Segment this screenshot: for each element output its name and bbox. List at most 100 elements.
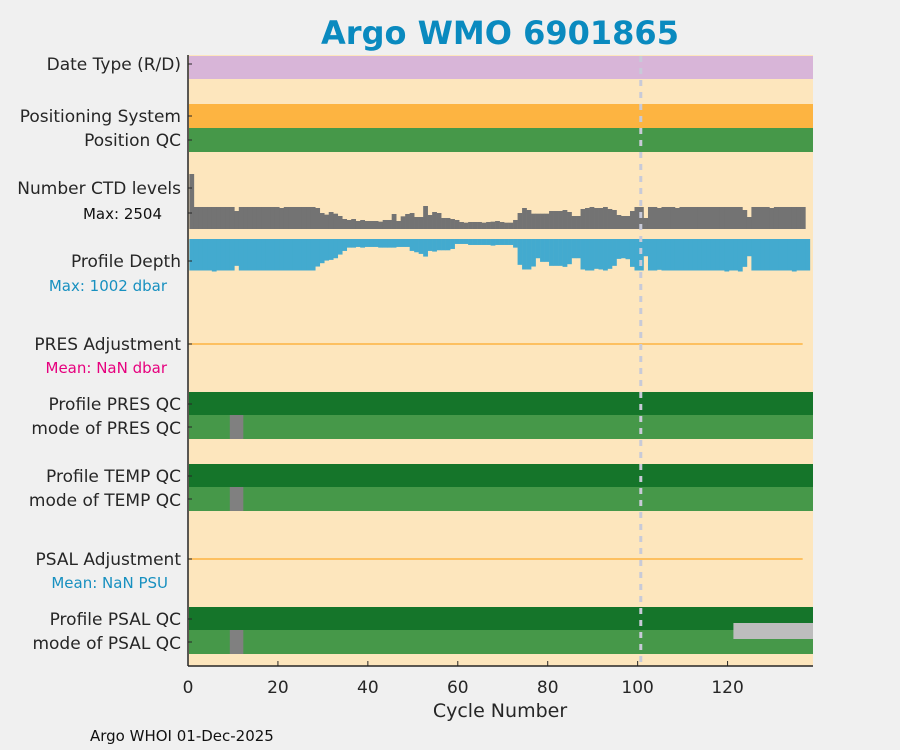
ctd-levels-bar <box>427 215 433 229</box>
x-tick-label: 60 <box>447 678 469 698</box>
profile-depth-bar <box>216 239 222 271</box>
ctd-levels-bar <box>445 217 451 229</box>
profile-depth-bar <box>629 239 635 267</box>
ctd-levels-bar <box>710 206 716 229</box>
label-psal-mean: Mean: NaN PSU <box>51 574 168 592</box>
label-ctd-levels: Number CTD levels <box>17 179 181 199</box>
ctd-levels-bar <box>468 221 473 229</box>
profile-depth-bar <box>265 239 271 271</box>
profile-depth-bar <box>755 239 761 271</box>
ctd-levels-bar <box>270 206 276 229</box>
profile-depth-bar <box>337 239 343 255</box>
profile-depth-bar <box>414 239 419 253</box>
profile-depth-bar <box>472 239 478 245</box>
ctd-levels-bar <box>360 219 366 229</box>
profile-depth-bar <box>638 239 644 271</box>
profile-depth-bar <box>382 239 388 248</box>
profile-depth-bar <box>800 239 806 271</box>
ctd-levels-bar <box>517 213 523 229</box>
ctd-levels-bar <box>310 206 316 229</box>
profile-depth-bar <box>522 239 527 270</box>
ctd-levels-bar <box>252 206 258 229</box>
ctd-levels-bar <box>621 215 626 229</box>
ctd-levels-bar <box>238 206 244 229</box>
ctd-levels-bar <box>764 206 770 229</box>
profile-depth-bar <box>724 239 730 272</box>
profile-depth-bar <box>571 239 577 259</box>
profile-depth-bar <box>715 239 721 271</box>
profile-depth-bar <box>288 239 294 271</box>
profile-depth-bar <box>220 239 226 271</box>
ctd-levels-bar <box>549 211 554 229</box>
ctd-levels-bar <box>373 221 379 229</box>
ctd-levels-bar <box>391 213 397 229</box>
ctd-levels-bar <box>679 206 685 229</box>
profile-depth-bar <box>531 239 536 267</box>
ctd-levels-bar <box>405 213 410 229</box>
profile-depth-bar <box>261 239 267 271</box>
ctd-levels-bar <box>760 206 766 229</box>
x-tick-label: 100 <box>621 678 653 698</box>
ctd-levels-bar <box>499 221 505 229</box>
profile-depth-bar <box>567 239 572 265</box>
ctd-levels-bar <box>207 206 213 229</box>
mode-pres-qc-bar <box>189 415 813 439</box>
ctd-levels-bar <box>769 208 775 229</box>
profile-depth-bar <box>688 239 694 271</box>
profile-depth-bar <box>396 239 401 247</box>
profile-depth-bar <box>710 239 716 271</box>
ctd-levels-bar <box>625 215 631 229</box>
profile-depth-bar <box>346 239 352 248</box>
mode-pres-qc-gray-segment <box>229 415 244 439</box>
ctd-levels-bar <box>234 211 240 229</box>
x-tick-label: 120 <box>711 678 743 698</box>
profile-depth-bar <box>279 239 285 271</box>
ctd-levels-bar <box>751 206 757 229</box>
chart-title: Argo WMO 6901865 <box>321 14 679 52</box>
ctd-levels-bar <box>567 211 572 229</box>
position-qc-bar <box>189 128 813 152</box>
profile-depth-bar <box>796 239 802 271</box>
profile-depth-bar <box>607 239 613 269</box>
ctd-levels-bar <box>791 206 797 229</box>
label-mode-psal-qc: mode of PSAL QC <box>32 634 181 654</box>
ctd-levels-bar <box>324 214 330 229</box>
profile-depth-bar <box>400 239 406 247</box>
profile-depth-bar <box>292 239 298 271</box>
ctd-levels-bar <box>562 210 568 229</box>
ctd-levels-bar <box>283 206 289 229</box>
ctd-levels-bar <box>382 219 388 229</box>
ctd-levels-bar <box>665 206 671 229</box>
profile-depth-bar <box>306 239 312 271</box>
label-psal-adjustment: PSAL Adjustment <box>36 550 182 570</box>
profile-depth-bar <box>544 239 550 262</box>
ctd-levels-bar <box>553 211 559 229</box>
profile-depth-bar <box>441 239 446 251</box>
profile-depth-bar <box>319 239 325 264</box>
profile-depth-bar <box>733 239 739 271</box>
ctd-levels-bar <box>674 208 680 229</box>
profile-depth-bar <box>445 239 451 251</box>
label-pres-adjustment: PRES Adjustment <box>34 335 181 355</box>
ctd-levels-bar <box>544 213 550 229</box>
ctd-levels-bar <box>256 206 262 229</box>
profile-depth-bar <box>580 239 586 270</box>
ctd-levels-bar <box>661 206 667 229</box>
profile-depth-bar <box>211 239 217 272</box>
ctd-levels-bar <box>369 221 375 229</box>
ctd-levels-bar <box>706 206 712 229</box>
profile-depth-bar <box>558 239 563 266</box>
profile-depth-bar <box>773 239 779 271</box>
profile-depth-bar <box>481 239 487 245</box>
profile-depth-bar <box>486 239 491 245</box>
profile-depth-bar <box>517 239 523 265</box>
ctd-levels-bar <box>423 206 428 229</box>
ctd-levels-bar <box>540 213 545 229</box>
ctd-levels-bar <box>261 206 267 229</box>
profile-depth-bar <box>661 239 667 271</box>
ctd-levels-bar <box>400 216 406 229</box>
profile-depth-bar <box>297 239 303 271</box>
ctd-levels-bar <box>598 208 604 229</box>
ctd-levels-bar <box>297 206 303 229</box>
psal-qc-light-gray-segment <box>733 623 813 639</box>
